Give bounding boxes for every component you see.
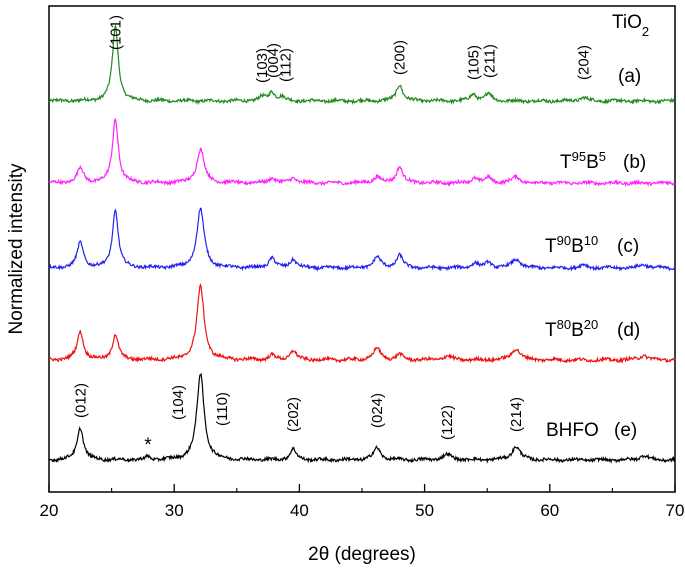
series-line xyxy=(48,118,676,188)
series-label: T80B20 xyxy=(545,317,598,342)
series-label: TiO2 xyxy=(612,12,649,39)
series-tag: (e) xyxy=(614,420,637,441)
peak-index-label: (110) xyxy=(214,392,231,426)
series-line xyxy=(48,372,676,464)
peak-index-label: (122) xyxy=(439,405,456,440)
peak-index-label: (105) xyxy=(465,45,482,80)
x-tick-label: 30 xyxy=(165,501,184,520)
peak-index-label: (211) xyxy=(482,44,499,78)
series-line xyxy=(48,207,676,272)
peak-index-label: (202) xyxy=(285,397,302,432)
x-axis-title: 2θ (degrees) xyxy=(308,544,416,565)
peak-index-label: (112) xyxy=(278,48,295,82)
x-axis-ticks: 20 30 40 50 60 70 xyxy=(40,484,685,520)
x-tick-label: 70 xyxy=(666,501,685,520)
series-tag: (b) xyxy=(623,152,646,173)
peak-index-label: (104) xyxy=(170,385,187,420)
x-tick-label: 40 xyxy=(290,501,309,520)
series-line xyxy=(48,283,676,364)
series-tag: (a) xyxy=(618,66,641,87)
peak-index-label: (012) xyxy=(72,383,89,418)
peak-index-label: (200) xyxy=(392,40,409,75)
series-label: T90B10 xyxy=(545,233,598,258)
series-line xyxy=(48,24,676,106)
peak-index-label: (101) xyxy=(107,15,124,50)
peak-index-label: (024) xyxy=(369,393,386,428)
peak-index-label: (214) xyxy=(508,397,525,432)
series-tag: (c) xyxy=(617,236,639,257)
x-tick-label: 50 xyxy=(415,501,434,520)
peak-index-label: (103) xyxy=(254,48,271,83)
x-tick-label: 20 xyxy=(40,501,59,520)
peak-index-label: (204) xyxy=(576,45,593,80)
annotation-layer: TiO2 (a) T95B5 (b) T90B10 (c) T80B20 (d) BHFO (e)… xyxy=(72,12,649,456)
impurity-marker: * xyxy=(144,435,152,456)
series-layer xyxy=(48,24,676,464)
series-tag: (d) xyxy=(617,320,640,341)
series-label: T95B5 xyxy=(560,149,606,174)
x-tick-label: 60 xyxy=(540,501,559,520)
series-label: BHFO xyxy=(546,420,599,441)
y-axis-title: Normalized intensity xyxy=(6,163,27,335)
peak-index-label: (004) xyxy=(265,43,282,78)
